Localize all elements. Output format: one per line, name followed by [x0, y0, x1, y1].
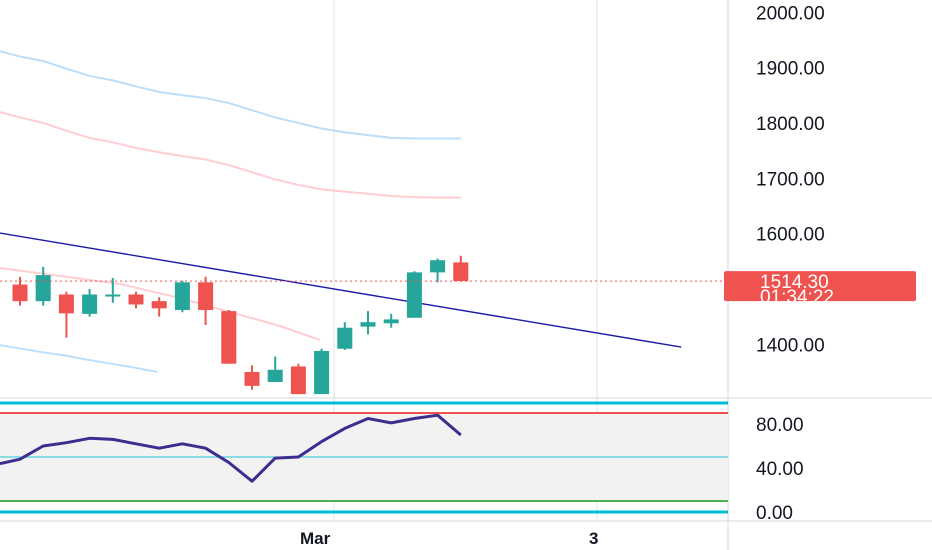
time-axis: Mar 3 [300, 529, 598, 548]
candle-body[interactable] [221, 311, 237, 364]
price-tick-label: 1700.00 [756, 169, 825, 190]
candle-body[interactable] [105, 294, 121, 297]
candle-body[interactable] [151, 301, 167, 309]
last-price-badge [724, 271, 916, 302]
candle-body[interactable] [244, 371, 260, 386]
rsi-line [0, 413, 462, 483]
candle-body[interactable] [360, 322, 376, 327]
candle-body[interactable] [82, 294, 98, 314]
time-label-3: 3 [589, 529, 598, 548]
price-axis: 2000.00 1900.00 1800.00 1700.00 1600.00 1400.… [724, 3, 916, 524]
candle-body[interactable] [383, 319, 399, 324]
last-price-label: 1514.30 [760, 272, 829, 293]
trendline[interactable] [0, 232, 682, 348]
lower-band-line [0, 111, 461, 199]
countdown-label: 01:34:22 [760, 287, 834, 308]
lower-curve-line [0, 344, 158, 373]
candle-body[interactable] [267, 369, 283, 382]
candle-body[interactable] [12, 284, 28, 302]
candle-body[interactable] [453, 262, 469, 282]
price-tick-label: 1400.00 [756, 335, 825, 356]
price-tick-label: 2000.00 [756, 3, 825, 24]
candle-body[interactable] [58, 294, 74, 314]
rsi-tick-label: 0.00 [756, 503, 793, 524]
upper-band-line [0, 50, 461, 140]
candle-body[interactable] [337, 327, 353, 349]
candle-body[interactable] [198, 282, 214, 311]
rsi-tick-label: 80.00 [756, 415, 804, 436]
candle-body[interactable] [290, 366, 306, 395]
trendline-layer [0, 232, 682, 348]
candle-body[interactable] [35, 275, 51, 302]
candle-body[interactable] [314, 350, 330, 395]
candles [12, 255, 469, 395]
indicator-bands [0, 50, 461, 373]
price-tick-label: 1600.00 [756, 225, 825, 246]
price-tick-label: 1800.00 [756, 114, 825, 135]
rsi-pane [0, 397, 932, 514]
candle-body[interactable] [128, 294, 144, 305]
candle-body[interactable] [430, 260, 446, 273]
time-label-mar: Mar [300, 529, 331, 548]
candle-body[interactable] [406, 272, 422, 318]
candle-body[interactable] [174, 282, 190, 311]
rsi-tick-label: 40.00 [756, 459, 804, 480]
price-tick-label: 1900.00 [756, 59, 825, 80]
